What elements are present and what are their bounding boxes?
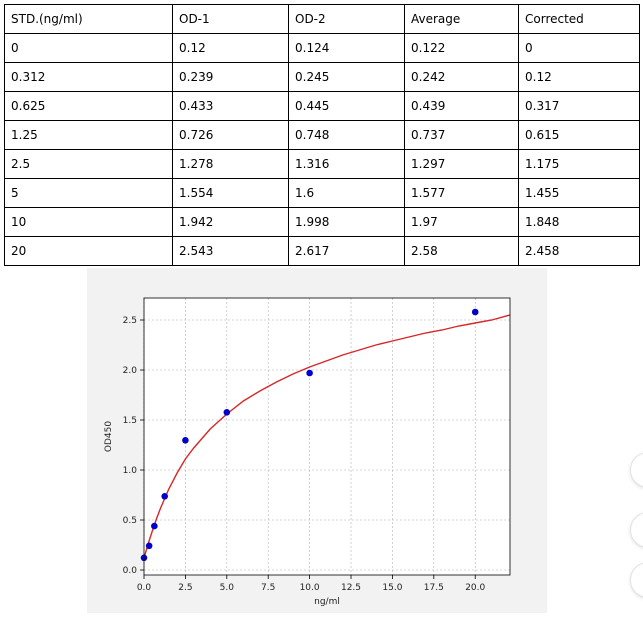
cell-average: 0.242 — [404, 62, 519, 92]
cell-od2: 1.6 — [288, 178, 405, 208]
header-cell-corrected: Corrected — [518, 4, 640, 34]
cell-corrected: 0.12 — [518, 62, 640, 92]
table-row: 10 1.942 1.998 1.97 1.848 — [4, 207, 640, 237]
x-tick-label: 15.0 — [382, 583, 402, 593]
cell-corrected: 0.317 — [518, 91, 640, 121]
y-axis-title: OD450 — [104, 421, 114, 452]
cell-od1: 0.433 — [172, 91, 289, 121]
chart-svg: 0.0 2.5 5.0 7.5 10.0 12.5 15.0 17.5 20.0 0.0 0.5 1.… — [104, 297, 511, 607]
standard-curve-table: STD.(ng/ml) OD-1 OD-2 Average Corrected 0 0.12… — [4, 4, 640, 266]
cell-od1: 0.12 — [172, 33, 289, 63]
header-cell-std: STD.(ng/ml) — [4, 4, 173, 34]
cell-corrected: 1.175 — [518, 149, 640, 179]
cell-std: 0.312 — [4, 62, 173, 92]
x-tick-label: 17.5 — [424, 583, 444, 593]
header-cell-average: Average — [404, 4, 519, 34]
cell-od2: 1.316 — [288, 149, 405, 179]
cell-average: 0.737 — [404, 120, 519, 150]
header-cell-od2: OD-2 — [288, 4, 405, 34]
cell-average: 1.577 — [404, 178, 519, 208]
table-row: 0.312 0.239 0.245 0.242 0.12 — [4, 62, 640, 92]
x-axis-title: ng/ml — [314, 597, 340, 607]
cell-std: 20 — [4, 236, 173, 266]
x-tick-label: 10.0 — [300, 583, 320, 593]
cell-std: 2.5 — [4, 149, 173, 179]
table-row: 5 1.554 1.6 1.577 1.455 — [4, 178, 640, 208]
cell-corrected: 1.455 — [518, 178, 640, 208]
y-tick-label: 2.0 — [123, 366, 138, 376]
cell-od2: 0.748 — [288, 120, 405, 150]
data-point — [306, 369, 313, 377]
cell-std: 10 — [4, 207, 173, 237]
cell-average: 1.97 — [404, 207, 519, 237]
table-header-row: STD.(ng/ml) OD-1 OD-2 Average Corrected — [4, 4, 640, 34]
cell-corrected: 2.458 — [518, 236, 640, 266]
table-row: 20 2.543 2.617 2.58 2.458 — [4, 236, 640, 266]
header-cell-od1: OD-1 — [172, 4, 289, 34]
data-point — [182, 437, 189, 444]
y-tick-label: 0.5 — [123, 516, 137, 526]
cell-average: 0.439 — [404, 91, 519, 121]
standard-curve-chart: 0.0 2.5 5.0 7.5 10.0 12.5 15.0 17.5 20.0 0.0 0.5 1.… — [87, 268, 547, 613]
x-tick-label: 5.0 — [220, 583, 235, 593]
side-action-button-1[interactable] — [630, 452, 643, 488]
x-tick-label: 0.0 — [137, 583, 152, 593]
plot-area — [144, 298, 510, 575]
y-tick-label: 0.0 — [123, 566, 138, 576]
cell-od1: 1.278 — [172, 149, 289, 179]
cell-std: 5 — [4, 178, 173, 208]
y-tick-label: 2.5 — [123, 316, 137, 326]
x-tick-label: 2.5 — [178, 583, 192, 593]
y-tick-label: 1.5 — [123, 416, 137, 426]
data-point — [223, 409, 231, 416]
cell-od2: 0.124 — [288, 33, 405, 63]
table-row: 2.5 1.278 1.316 1.297 1.175 — [4, 149, 640, 179]
cell-od2: 0.245 — [288, 62, 405, 92]
cell-std: 1.25 — [4, 120, 173, 150]
side-action-button-3[interactable] — [630, 562, 643, 598]
data-point — [471, 308, 479, 316]
x-tick-label: 20.0 — [465, 583, 485, 593]
x-tick-label: 12.5 — [341, 583, 361, 593]
cell-average: 0.122 — [404, 33, 519, 63]
cell-corrected: 0.615 — [518, 120, 640, 150]
cell-od1: 0.239 — [172, 62, 289, 92]
data-point — [151, 522, 158, 530]
cell-od1: 2.543 — [172, 236, 289, 266]
data-point — [145, 542, 153, 550]
cell-std: 0.625 — [4, 91, 173, 121]
cell-od2: 2.617 — [288, 236, 405, 266]
table-row: 1.25 0.726 0.748 0.737 0.615 — [4, 120, 640, 150]
cell-od1: 1.554 — [172, 178, 289, 208]
cell-od1: 0.726 — [172, 120, 289, 150]
table-row: 0.625 0.433 0.445 0.439 0.317 — [4, 91, 640, 121]
y-tick-label: 1.0 — [123, 466, 138, 476]
cell-average: 2.58 — [404, 236, 519, 266]
cell-od2: 0.445 — [288, 91, 405, 121]
cell-average: 1.297 — [404, 149, 519, 179]
cell-corrected: 0 — [518, 33, 640, 63]
cell-std: 0 — [4, 33, 173, 63]
data-point — [161, 493, 169, 500]
x-tick-label: 7.5 — [261, 583, 275, 593]
cell-od1: 1.942 — [172, 207, 289, 237]
cell-od2: 1.998 — [288, 207, 405, 237]
plot-frame — [143, 297, 511, 576]
cell-corrected: 1.848 — [518, 207, 640, 237]
table-row: 0 0.12 0.124 0.122 0 — [4, 33, 640, 63]
side-action-button-2[interactable] — [630, 512, 643, 548]
